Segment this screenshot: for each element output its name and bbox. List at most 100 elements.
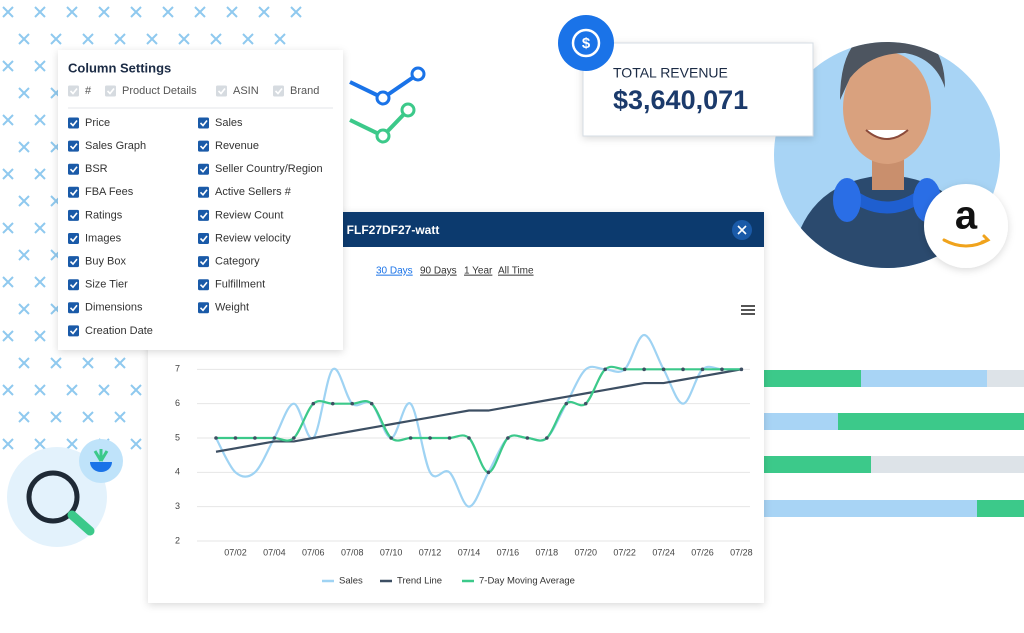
checkbox[interactable] — [198, 163, 209, 175]
x-tick-label: 07/06 — [302, 547, 325, 557]
checkbox[interactable] — [105, 85, 116, 97]
plant-leaves — [93, 449, 109, 462]
checkbox[interactable] — [68, 85, 79, 97]
checkbox[interactable] — [68, 209, 79, 221]
range-link[interactable]: 30 Days — [376, 266, 413, 277]
column-option: Active Sellers # — [215, 186, 292, 198]
checkbox[interactable] — [68, 256, 79, 268]
revenue-icon-ring — [571, 28, 601, 58]
checkbox[interactable] — [68, 325, 79, 337]
x-tick-label: 07/02 — [224, 547, 247, 557]
data-point — [233, 436, 238, 440]
deco-x — [34, 438, 46, 450]
column-option: Sales — [215, 117, 243, 129]
checkmark — [69, 166, 78, 173]
y-tick-label: 2 — [175, 535, 180, 545]
column-option: Ratings — [85, 209, 123, 221]
checkbox[interactable] — [198, 186, 209, 198]
range-link[interactable]: 1 Year — [464, 266, 493, 277]
close-icon — [737, 225, 747, 235]
checkbox[interactable] — [68, 302, 79, 314]
deco-x — [290, 6, 302, 18]
series-line — [215, 365, 742, 474]
checkmark — [69, 120, 78, 127]
checkbox[interactable] — [198, 209, 209, 221]
y-tick-label: 5 — [175, 432, 180, 442]
deco-x — [2, 222, 14, 234]
menu-icon[interactable] — [741, 305, 755, 315]
deco-x — [194, 6, 206, 18]
deco-x — [18, 141, 30, 153]
column-option: Size Tier — [85, 279, 128, 291]
checkbox[interactable] — [216, 85, 227, 97]
data-point — [253, 436, 257, 440]
data-point — [408, 436, 413, 440]
checkbox[interactable] — [68, 163, 79, 175]
column-option: Review Count — [215, 209, 283, 221]
deco-x — [178, 33, 190, 45]
checkmark — [69, 189, 78, 196]
checkbox[interactable] — [273, 85, 284, 97]
checkbox[interactable] — [68, 279, 79, 291]
checkbox[interactable] — [68, 186, 79, 198]
checkmark — [69, 258, 78, 266]
x-tick-label: 07/20 — [574, 547, 597, 557]
deco-x — [2, 168, 14, 180]
checkbox[interactable] — [198, 302, 209, 314]
deco-x — [130, 6, 142, 18]
deco-x — [82, 33, 94, 45]
x-tick-label: 07/16 — [497, 547, 520, 557]
deco-x — [98, 6, 110, 18]
column-option: Buy Box — [85, 256, 126, 268]
checkmark — [69, 88, 78, 95]
range-link[interactable]: 90 Days — [420, 266, 457, 277]
data-point — [642, 367, 646, 372]
data-point — [681, 367, 685, 372]
deco-x — [258, 6, 270, 18]
data-point — [661, 367, 666, 372]
deco-x — [114, 33, 126, 45]
checkbox[interactable] — [68, 140, 79, 152]
deco-x — [2, 6, 14, 18]
deco-x — [18, 357, 30, 369]
deco-x — [146, 33, 158, 45]
data-point — [525, 436, 530, 440]
deco-x — [66, 384, 78, 396]
x-tick-label: 07/26 — [691, 547, 714, 557]
checkmark — [69, 304, 78, 312]
revenue-card — [582, 42, 814, 137]
checkbox[interactable] — [68, 233, 79, 244]
revenue-label: TOTAL REVENUE — [613, 65, 728, 81]
checkbox[interactable] — [198, 279, 209, 291]
settings-title: Column Settings — [68, 60, 171, 75]
fixed-column: # — [85, 85, 92, 97]
column-option: BSR — [85, 163, 108, 175]
panel-title: rm FLF27DF27-watt — [328, 223, 439, 237]
checkbox[interactable] — [198, 256, 209, 268]
column-list: # Product Details ASIN Brand Price Sales Grap… — [68, 85, 323, 337]
column-option: Review velocity — [215, 232, 291, 244]
fixed-column: Product Details — [122, 85, 197, 97]
data-point — [447, 436, 452, 440]
legend-label: Trend Line — [397, 576, 442, 587]
deco-x — [2, 114, 14, 126]
checkbox[interactable] — [198, 233, 209, 244]
range-link[interactable]: All Time — [498, 266, 534, 277]
data-point — [311, 401, 316, 406]
revenue-icon-glyph: $ — [582, 35, 591, 52]
deco-x — [114, 411, 126, 423]
column-option: Images — [85, 232, 122, 244]
checkmark — [217, 88, 226, 95]
deco-x — [226, 6, 238, 18]
checkbox[interactable] — [198, 117, 209, 129]
amazon-smile — [942, 234, 991, 248]
column-option: Fulfillment — [215, 279, 265, 291]
fixed-column: ASIN — [233, 85, 259, 97]
deco-x — [34, 276, 46, 288]
deco-dot — [375, 128, 391, 144]
checkbox[interactable] — [198, 140, 209, 152]
column-option: Seller Country/Region — [215, 163, 323, 175]
checkbox[interactable] — [68, 117, 79, 129]
deco-x — [82, 411, 94, 423]
